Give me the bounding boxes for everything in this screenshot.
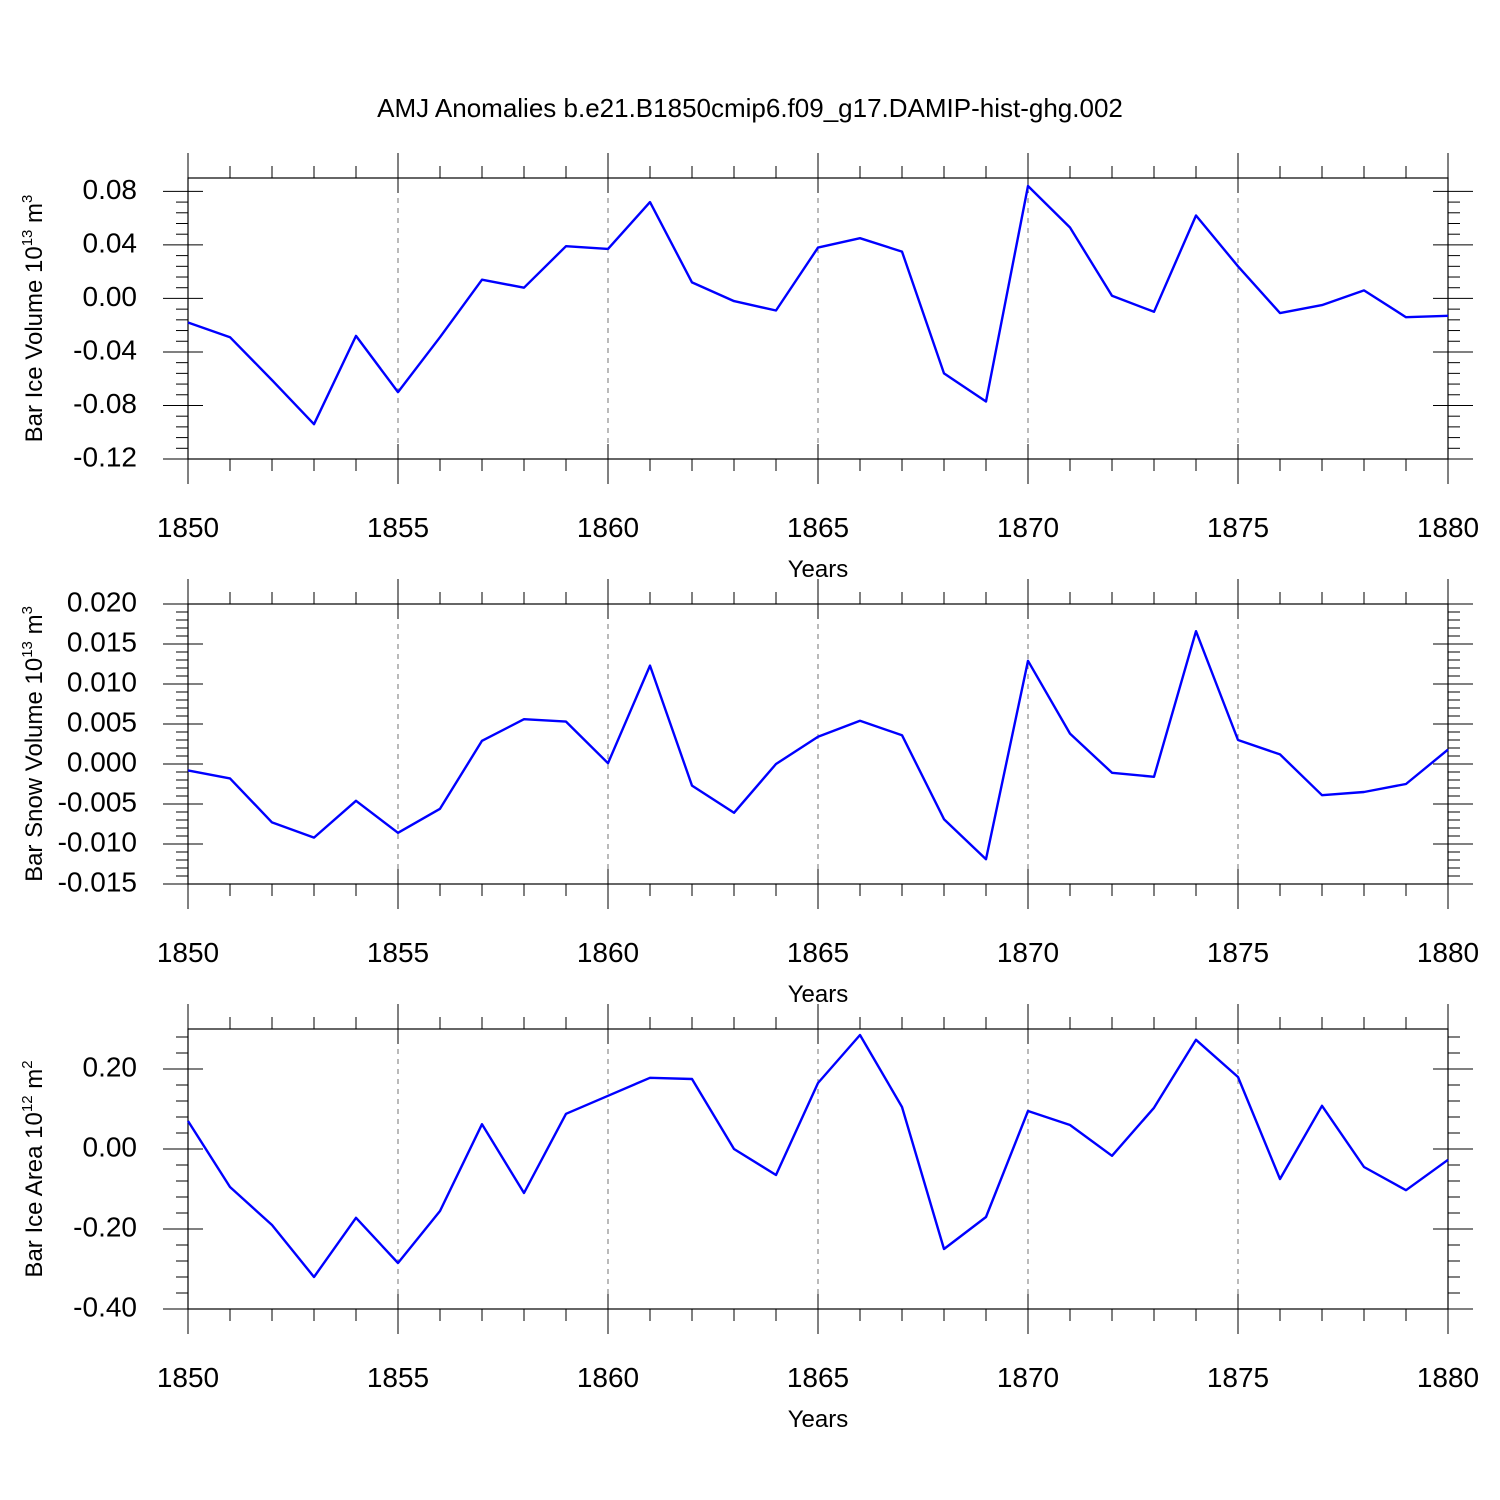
y-tick-label: 0.08 [83, 174, 138, 205]
y-tick-label: 0.04 [83, 227, 138, 258]
y-axis-title: Bar Snow Volume 1013 m3 [19, 606, 48, 882]
x-tick-label: 1865 [787, 1362, 849, 1393]
series-line [187, 184, 1449, 426]
x-tick-label: 1875 [1207, 1362, 1269, 1393]
x-tick-label: 1880 [1417, 937, 1479, 968]
x-tick-label: 1850 [157, 512, 219, 543]
series-line [187, 630, 1449, 861]
x-tick-label: 1850 [157, 1362, 219, 1393]
figure-title: AMJ Anomalies b.e21.B1850cmip6.f09_g17.D… [377, 93, 1123, 123]
x-tick-label: 1875 [1207, 512, 1269, 543]
y-axis-title: Bar Ice Volume 1013 m3 [19, 195, 48, 443]
x-tick-label: 1870 [997, 512, 1059, 543]
x-tick-label: 1865 [787, 937, 849, 968]
x-tick-label: 1860 [577, 512, 639, 543]
x-tick-label: 1865 [787, 512, 849, 543]
y-tick-label: -0.12 [73, 441, 137, 472]
y-tick-label: -0.08 [73, 388, 137, 419]
y-tick-label: -0.015 [58, 866, 137, 897]
y-axis-title: Bar Ice Area 1012 m2 [19, 1060, 48, 1277]
x-tick-label: 1860 [577, 1362, 639, 1393]
x-tick-label: 1850 [157, 937, 219, 968]
x-axis-title: Years [788, 981, 849, 1008]
y-tick-label: -0.20 [73, 1211, 137, 1242]
y-tick-label: -0.04 [73, 334, 137, 365]
x-tick-label: 1880 [1417, 1362, 1479, 1393]
y-tick-label: 0.010 [67, 666, 137, 697]
series-line [186, 1033, 1449, 1279]
panel-2: -0.015 -0.010 -0.005 0.000 0.005 0.010 0.015 0.… [19, 579, 1479, 1008]
panel-3: -0.40 -0.20 0.00 0.20 1850 1855 1860 1865 1870 18… [19, 1004, 1479, 1433]
y-tick-label: -0.010 [58, 826, 137, 857]
y-tick-label: 0.015 [67, 626, 137, 657]
x-tick-label: 1870 [997, 1362, 1059, 1393]
y-tick-label: 0.020 [67, 586, 137, 617]
y-tick-label: -0.40 [73, 1291, 137, 1322]
x-axis-title: Years [788, 556, 849, 583]
x-tick-label: 1855 [367, 937, 429, 968]
y-tick-label: 0.00 [83, 1131, 138, 1162]
x-tick-label: 1855 [367, 512, 429, 543]
x-axis-title: Years [788, 1406, 849, 1433]
y-tick-label: -0.005 [58, 786, 137, 817]
x-tick-label: 1855 [367, 1362, 429, 1393]
y-tick-label: 0.00 [83, 281, 138, 312]
x-tick-label: 1870 [997, 937, 1059, 968]
y-tick-label: 0.005 [67, 706, 137, 737]
y-tick-label: 0.000 [67, 746, 137, 777]
panel-1: -0.12 -0.08 -0.04 0.00 0.04 0.08 1850 1855 1860 1… [19, 153, 1479, 583]
x-tick-label: 1875 [1207, 937, 1269, 968]
y-tick-label: 0.20 [83, 1051, 138, 1082]
x-tick-label: 1880 [1417, 512, 1479, 543]
x-tick-label: 1860 [577, 937, 639, 968]
